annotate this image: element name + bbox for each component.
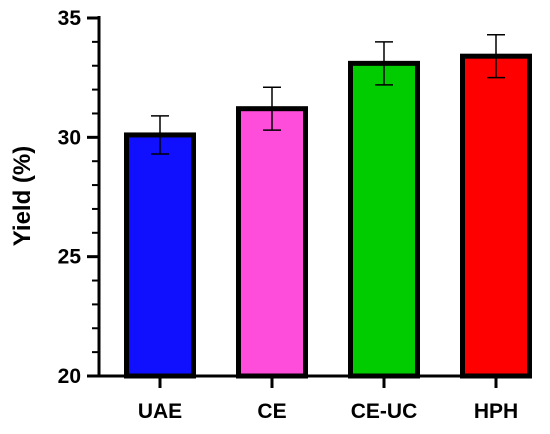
x-tick-label: HPH [474, 400, 518, 423]
y-tick-label: 25 [58, 246, 82, 269]
y-tick-label: 20 [58, 365, 81, 388]
x-tick-label: CE [257, 400, 286, 423]
y-tick-label: 35 [58, 7, 82, 30]
bar-hph [460, 53, 532, 379]
bar-uae [124, 132, 196, 379]
y-axis-ticks: 20 25 30 35 [58, 7, 99, 388]
x-tick-label: CE-UC [351, 400, 418, 423]
y-axis-label: Yield (%) [9, 146, 36, 246]
x-tick-label: UAE [138, 400, 182, 423]
bars [124, 53, 532, 379]
bar-ce [236, 106, 308, 379]
x-axis-ticks: UAE CE CE-UC HPH [138, 376, 518, 423]
error-bars [151, 33, 505, 155]
bar-ce-uc [348, 60, 420, 379]
y-tick-label: 30 [58, 126, 81, 149]
